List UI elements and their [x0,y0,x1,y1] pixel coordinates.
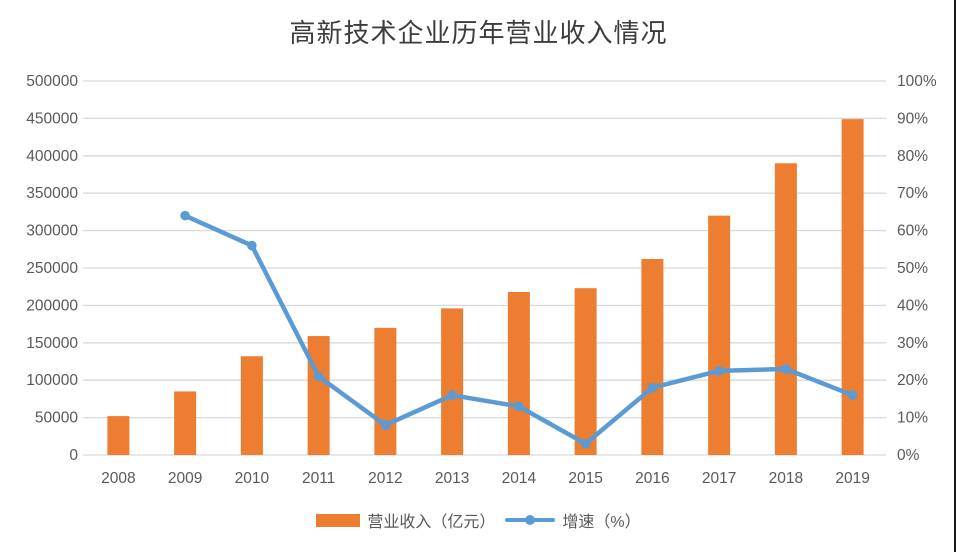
bar-2012 [374,327,397,455]
x-tick-label-2015: 2015 [568,470,602,487]
line-point-2015 [580,438,591,449]
x-tick-label-2008: 2008 [101,470,135,487]
line-point-2019 [847,390,858,400]
y-left-tick-label: 100000 [26,372,78,389]
legend-item-revenue: 营业收入（亿元） [316,508,495,532]
bar-2011 [307,336,330,455]
x-tick-label-2011: 2011 [302,470,335,487]
line-point-2009 [180,210,190,221]
y-right-tick-label: 30% [897,335,928,352]
x-tick-label-2017: 2017 [702,470,736,487]
legend: 营业收入（亿元） 增速（%） [0,508,957,532]
revenue-series-swatch-icon [316,513,361,527]
line-point-2012 [380,420,391,430]
growth-series-line-icon [505,513,556,527]
y-right-tick-label: 60% [897,223,928,240]
y-left-tick-label: 150000 [26,335,78,352]
bar-2009 [174,391,197,455]
x-tick-label-2013: 2013 [435,470,469,487]
y-right-tick-label: 0% [897,447,920,464]
y-right-tick-label: 90% [897,110,928,127]
bar-2014 [507,291,530,455]
x-tick-label-2018: 2018 [769,470,803,487]
y-left-tick-label: 200000 [26,297,78,314]
legend-label-revenue: 营业收入（亿元） [367,514,496,531]
y-left-tick-label: 50000 [35,410,78,427]
chart-title: 高新技术企业历年营业收入情况 [289,19,668,48]
legend-item-growth: 增速（%） [505,508,641,532]
y-right-tick-label: 20% [897,372,928,389]
legend-label-growth: 增速（%） [562,514,641,531]
y-right-tick-label: 100% [897,73,937,90]
line-point-2011 [313,371,324,382]
line-point-2017 [714,366,724,376]
line-point-2018 [781,364,791,374]
page-right-border [954,0,956,552]
bar-2019 [841,119,864,455]
y-left-tick-label: 300000 [26,223,78,240]
y-right-tick-label: 70% [897,185,928,202]
bar-2010 [240,356,263,455]
bar-2013 [441,308,464,455]
x-tick-label-2014: 2014 [502,470,537,487]
y-right-tick-label: 80% [897,148,928,165]
x-tick-label-2019: 2019 [835,470,869,487]
y-left-tick-label: 450000 [26,110,78,127]
bar-2016 [641,259,664,455]
y-right-tick-label: 40% [897,297,928,314]
line-point-2014 [514,401,524,412]
x-tick-label-2009: 2009 [168,470,202,487]
x-tick-label-2010: 2010 [235,470,270,487]
bar-2018 [774,163,797,455]
x-tick-label-2012: 2012 [368,470,402,487]
y-left-tick-label: 400000 [26,148,78,165]
y-left-tick-label: 350000 [26,185,78,202]
line-point-2013 [447,390,457,400]
y-right-tick-label: 50% [897,260,928,277]
bar-2008 [107,416,130,455]
bar-2017 [708,215,731,455]
y-right-tick-label: 10% [897,410,928,427]
y-left-tick-label: 500000 [26,73,78,90]
bar-2015 [574,288,597,455]
line-point-2016 [647,382,658,393]
line-point-2010 [247,240,257,251]
y-left-tick-label: 0 [69,447,78,464]
x-tick-label-2016: 2016 [635,470,669,487]
y-left-tick-label: 250000 [26,260,78,277]
